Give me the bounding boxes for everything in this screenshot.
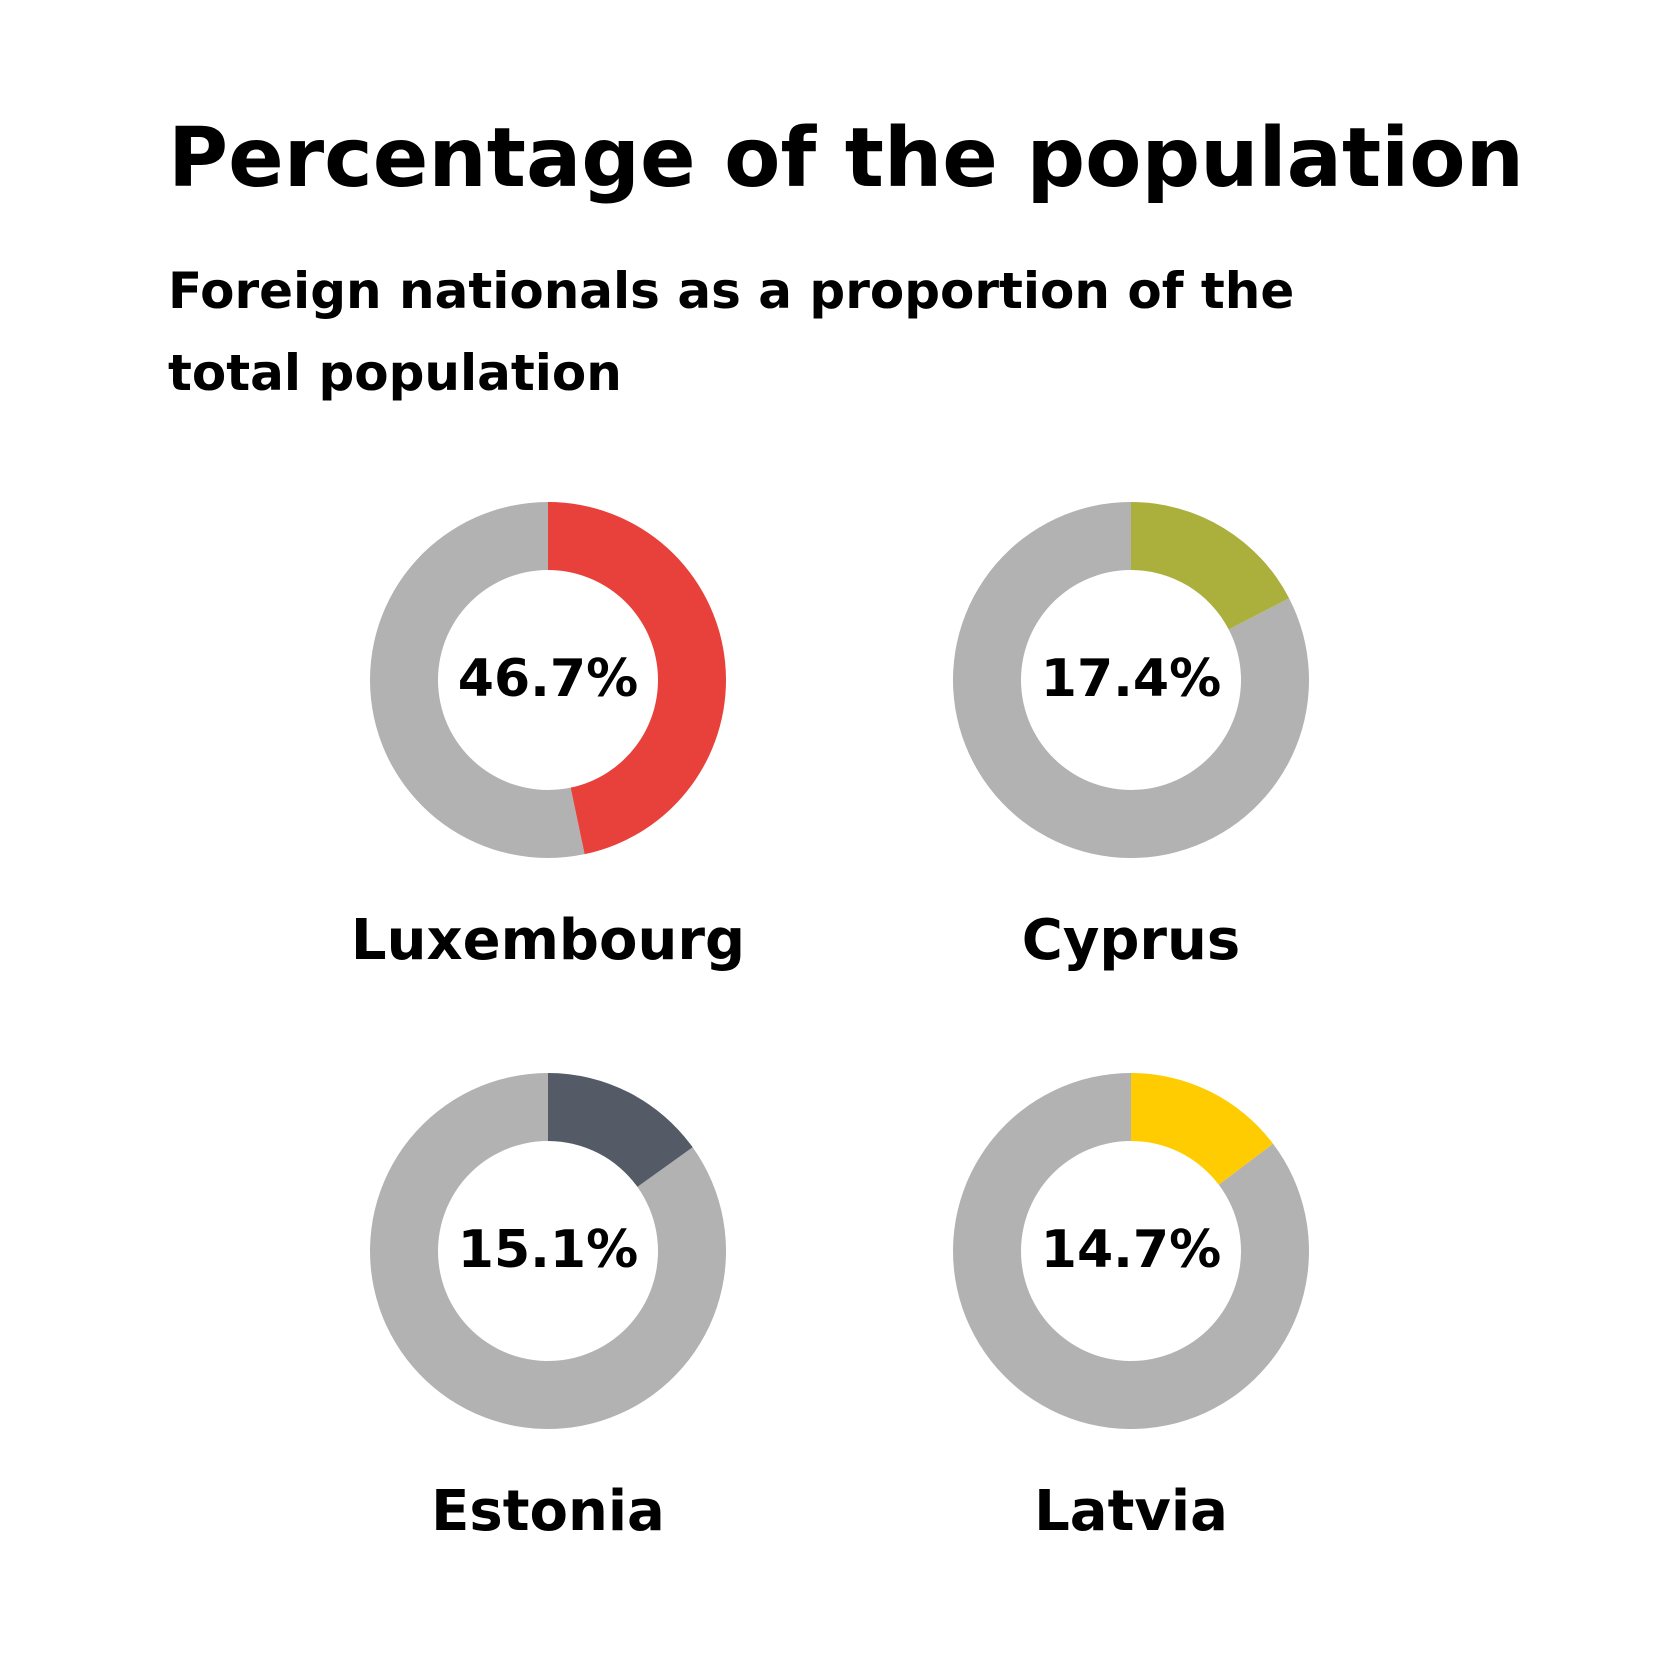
donut-value-slice: [1131, 502, 1290, 630]
donut-value-slice: [548, 1073, 693, 1187]
donut-country-label: Luxembourg: [350, 908, 746, 973]
donut-remainder-slice: [369, 502, 585, 858]
donut-value-label: 46.7%: [457, 649, 639, 709]
donut-remainder-slice: [369, 1073, 726, 1429]
donut-country-label: Estonia: [431, 1479, 665, 1544]
donut-value-slice: [1131, 1073, 1274, 1185]
donut-remainder-slice: [953, 502, 1309, 858]
donut-value-slice: [548, 502, 726, 855]
donut-country-label: Latvia: [1034, 1479, 1228, 1544]
donut-value-label: 14.7%: [1040, 1220, 1222, 1280]
donut-value-label: 17.4%: [1040, 649, 1222, 709]
chart-title: Percentage of the population: [168, 111, 1525, 206]
chart-subtitle: Foreign nationals as a proportion of the…: [168, 262, 1295, 402]
donut-value-label: 15.1%: [457, 1220, 639, 1280]
donut-country-label: Cyprus: [1021, 908, 1241, 973]
donut-remainder-slice: [952, 1073, 1309, 1429]
